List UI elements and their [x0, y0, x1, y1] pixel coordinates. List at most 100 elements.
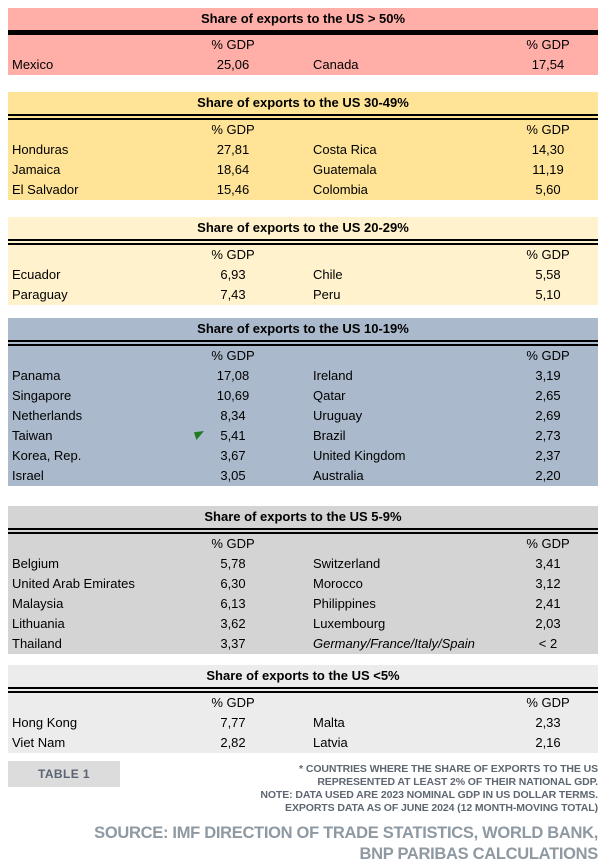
value-cell: 2,16 — [535, 735, 561, 750]
section-30-49: Share of exports to the US 30-49% % GDP … — [8, 92, 598, 200]
value-cell: 2,65 — [535, 388, 561, 403]
country-cell: Netherlands — [12, 408, 83, 423]
gdp-column-header: % GDP — [211, 536, 255, 551]
table-row: Mexico 25,06 Canada 17,54 — [8, 55, 598, 75]
value-cell: 3,41 — [535, 556, 561, 571]
column-header-row: % GDP % GDP — [8, 346, 598, 366]
value-cell: 15,46 — [216, 182, 250, 197]
section-title: Share of exports to the US 30-49% — [8, 92, 598, 120]
empty-cell — [8, 120, 193, 140]
country-cell: Singapore — [12, 388, 72, 403]
country-cell: Luxembourg — [313, 616, 386, 631]
country-cell: Canada — [313, 57, 359, 72]
empty-cell — [8, 346, 193, 366]
section-title: Share of exports to the US 5-9% — [8, 506, 598, 534]
table-figure: Share of exports to the US > 50% % GDP %… — [8, 8, 598, 753]
gdp-column-header: % GDP — [211, 122, 255, 137]
table-row: Jamaica 18,64 Guatemala 11,19 — [8, 160, 598, 180]
value-cell: 3,12 — [535, 576, 561, 591]
value-cell: 2,73 — [535, 428, 561, 443]
footnote-line: NOTE: DATA USED ARE 2023 NOMINAL GDP IN … — [260, 789, 598, 801]
value-cell: 2,41 — [535, 596, 561, 611]
empty-cell — [273, 35, 498, 55]
country-cell: Colombia — [313, 182, 368, 197]
empty-cell — [8, 245, 193, 265]
value-cell: 2,03 — [535, 616, 561, 631]
table-row: Lithuania 3,62 Luxembourg 2,03 — [8, 614, 598, 634]
table-row: Hong Kong 7,77 Malta 2,33 — [8, 713, 598, 733]
country-cell: Israel — [12, 468, 44, 483]
table-row: Honduras 27,81 Costa Rica 14,30 — [8, 140, 598, 160]
value-cell: 7,43 — [220, 287, 246, 302]
country-cell: Brazil — [313, 428, 346, 443]
gdp-column-header: % GDP — [211, 695, 255, 710]
country-cell: Morocco — [313, 576, 363, 591]
value-cell: 5,10 — [535, 287, 561, 302]
value-cell: 5,58 — [535, 267, 561, 282]
country-cell: Guatemala — [313, 162, 377, 177]
section-title: Share of exports to the US > 50% — [8, 8, 598, 35]
table-row: Malaysia 6,13 Philippines 2,41 — [8, 594, 598, 614]
country-cell: Malta — [313, 715, 345, 730]
country-cell: Mexico — [12, 57, 54, 72]
country-cell: United Kingdom — [313, 448, 406, 463]
value-cell: 2,37 — [535, 448, 561, 463]
section-title: Share of exports to the US <5% — [8, 665, 598, 693]
section-5-9: Share of exports to the US 5-9% % GDP % … — [8, 506, 598, 654]
empty-cell — [273, 346, 498, 366]
section-title: Share of exports to the US 10-19% — [8, 318, 598, 346]
country-cell: Australia — [313, 468, 364, 483]
country-cell: Latvia — [313, 735, 348, 750]
value-cell: < 2 — [538, 636, 558, 651]
section-10-19: Share of exports to the US 10-19% % GDP … — [8, 318, 598, 486]
source-attribution: SOURCE: IMF DIRECTION OF TRADE STATISTIC… — [0, 823, 606, 865]
country-cell: Qatar — [313, 388, 346, 403]
value-cell: 5,41 — [193, 426, 273, 446]
country-cell: Thailand — [12, 636, 62, 651]
table-row: Korea, Rep. 3,67 United Kingdom 2,37 — [8, 446, 598, 466]
value-cell: 2,20 — [535, 468, 561, 483]
footnote-line: REPRESENTED AT LEAST 2% OF THEIR NATIONA… — [317, 776, 598, 788]
country-cell: Korea, Rep. — [12, 448, 82, 463]
country-cell: Panama — [12, 368, 61, 383]
country-group-cell: Germany/France/Italy/Spain — [313, 636, 475, 651]
gdp-column-header: % GDP — [526, 37, 570, 52]
value-cell: 2,33 — [535, 715, 561, 730]
empty-cell — [8, 35, 193, 55]
table-row: Ecuador 6,93 Chile 5,58 — [8, 265, 598, 285]
table-row: Israel 3,05 Australia 2,20 — [8, 466, 598, 486]
table-row: Belgium 5,78 Switzerland 3,41 — [8, 554, 598, 574]
empty-cell — [8, 534, 193, 554]
column-header-row: % GDP % GDP — [8, 35, 598, 55]
excel-flag-icon — [194, 431, 204, 440]
table-row: Thailand 3,37 Germany/France/Italy/Spain… — [8, 634, 598, 654]
country-cell: Chile — [313, 267, 343, 282]
country-cell: Honduras — [12, 142, 69, 157]
footnote-line: EXPORTS DATA AS OF JUNE 2024 (12 MONTH-M… — [285, 802, 598, 814]
value-cell: 5,78 — [220, 556, 246, 571]
figure-footer: TABLE 1 * COUNTRIES WHERE THE SHARE OF E… — [0, 761, 606, 815]
table-row: Viet Nam 2,82 Latvia 2,16 — [8, 733, 598, 753]
empty-cell — [273, 245, 498, 265]
value-cell: 27,81 — [216, 142, 250, 157]
column-header-row: % GDP % GDP — [8, 534, 598, 554]
gdp-column-header: % GDP — [211, 348, 255, 363]
value-cell: 10,69 — [216, 388, 250, 403]
empty-cell — [273, 693, 498, 713]
country-cell: Malaysia — [12, 596, 64, 611]
country-cell: Peru — [313, 287, 341, 302]
value-cell: 2,82 — [220, 735, 246, 750]
column-header-row: % GDP % GDP — [8, 245, 598, 265]
country-cell: Switzerland — [313, 556, 381, 571]
country-cell: Paraguay — [12, 287, 68, 302]
empty-cell — [273, 120, 498, 140]
country-cell: Taiwan — [12, 428, 53, 443]
value-cell: 17,54 — [531, 57, 565, 72]
section-20-29: Share of exports to the US 20-29% % GDP … — [8, 217, 598, 305]
gdp-column-header: % GDP — [526, 348, 570, 363]
value-cell: 3,37 — [220, 636, 246, 651]
section-title: Share of exports to the US 20-29% — [8, 217, 598, 245]
value-cell: 3,05 — [220, 468, 246, 483]
table-row: Netherlands 8,34 Uruguay 2,69 — [8, 406, 598, 426]
value-cell: 3,62 — [220, 616, 246, 631]
